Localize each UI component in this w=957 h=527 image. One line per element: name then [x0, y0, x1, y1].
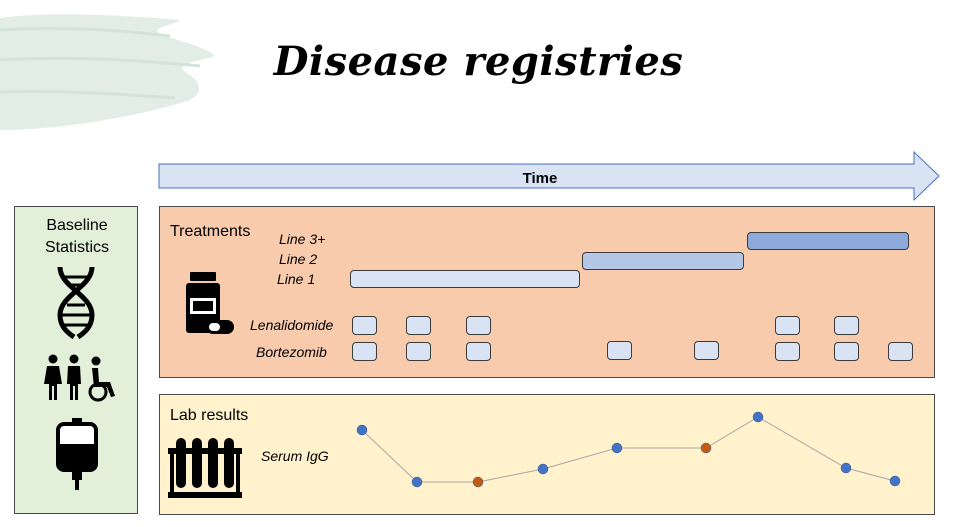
- serum-igg-line: [361, 416, 896, 483]
- serum-igg-point: [889, 475, 901, 487]
- time-arrow: [158, 150, 940, 202]
- serum-igg-point: [840, 462, 852, 474]
- iv-bag-icon: [56, 418, 98, 490]
- lenalidomide-dose: [352, 316, 377, 335]
- lenalidomide-label: Lenalidomide: [250, 317, 334, 333]
- bortezomib-label: Bortezomib: [256, 344, 327, 360]
- page-title: Disease registries: [273, 38, 684, 85]
- serum-igg-label: Serum IgG: [261, 448, 329, 464]
- brush-stroke-decoration: [0, 14, 215, 131]
- treatments-panel: Treatments Line 3+ Line 2 Line 1 Lenalid…: [159, 206, 935, 378]
- lenalidomide-dose: [466, 316, 491, 335]
- serum-igg-point: [411, 476, 423, 488]
- time-label: Time: [522, 170, 558, 187]
- baseline-title: Baseline Statistics: [44, 217, 109, 256]
- serum-igg-point: [472, 476, 484, 488]
- line-2-bar: [582, 252, 744, 270]
- bortezomib-dose: [834, 342, 859, 361]
- family-disability-icon: [44, 354, 115, 402]
- line-3-label: Line 3+: [279, 231, 326, 247]
- bortezomib-dose: [694, 341, 719, 360]
- serum-igg-point: [611, 442, 623, 454]
- treatments-title: Treatments: [170, 223, 251, 240]
- bortezomib-dose: [607, 341, 632, 360]
- line-2-label: Line 2: [279, 251, 318, 267]
- lenalidomide-dose: [775, 316, 800, 335]
- bortezomib-dose: [775, 342, 800, 361]
- lenalidomide-dose: [834, 316, 859, 335]
- bortezomib-dose: [888, 342, 913, 361]
- serum-igg-point: [752, 411, 764, 423]
- bortezomib-dose: [466, 342, 491, 361]
- lab-results-panel: Lab results Serum IgG: [159, 394, 935, 515]
- serum-igg-point: [537, 463, 549, 475]
- line-1-bar: [350, 270, 580, 288]
- bortezomib-dose: [406, 342, 431, 361]
- lab-results-title: Lab results: [170, 407, 249, 424]
- line-3-bar: [747, 232, 909, 250]
- serum-igg-point: [700, 442, 712, 454]
- bortezomib-dose: [352, 342, 377, 361]
- pill-bottle-icon: [186, 272, 234, 334]
- test-tubes-icon: [168, 438, 242, 498]
- dna-icon: [57, 266, 95, 339]
- serum-igg-point: [356, 424, 368, 436]
- line-1-label: Line 1: [277, 271, 316, 287]
- lenalidomide-dose: [406, 316, 431, 335]
